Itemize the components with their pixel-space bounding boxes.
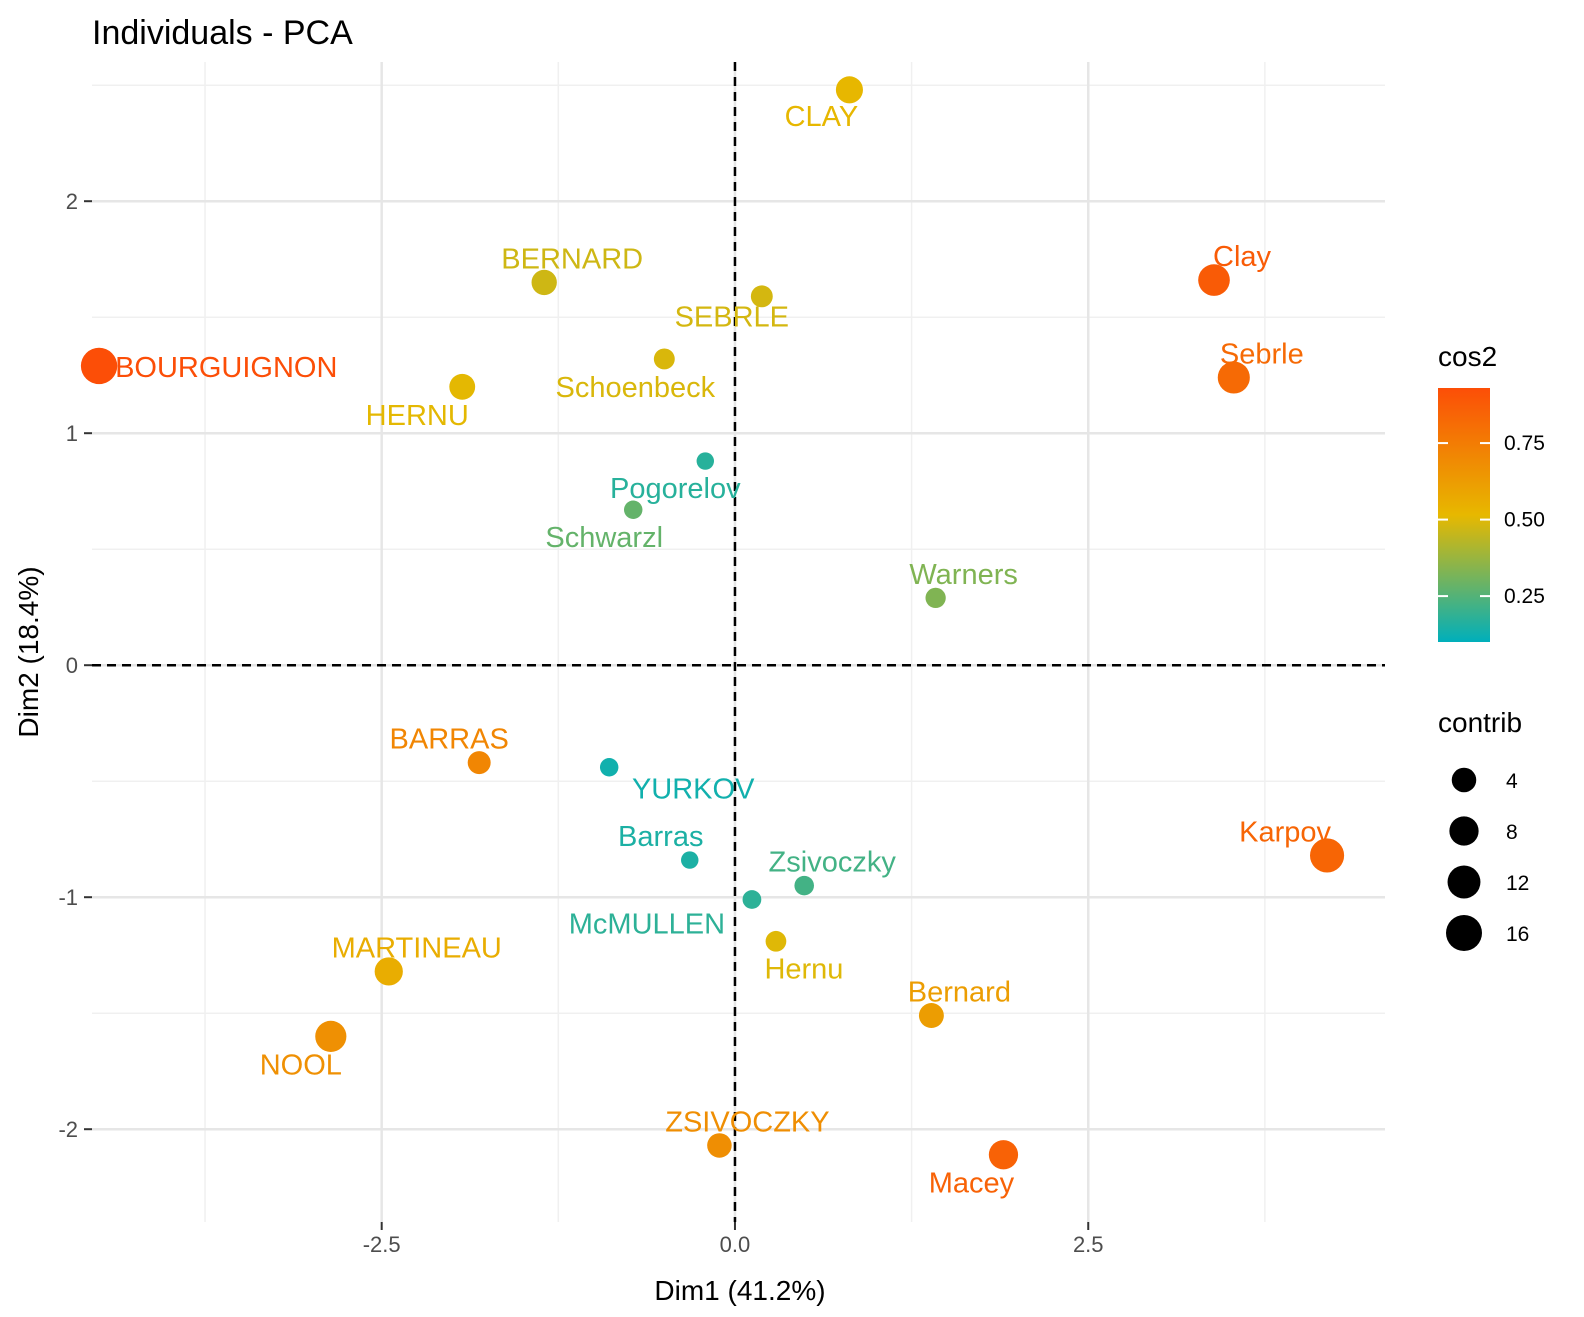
data-point: [988, 1140, 1019, 1170]
y-tick-label: 1: [66, 421, 78, 446]
data-point: [765, 930, 787, 952]
point-label: Warners: [909, 559, 1018, 591]
data-point: [925, 587, 946, 609]
point-label: Barras: [618, 821, 703, 853]
colorbar-ticks: 0.25 0.50 0.75: [1438, 432, 1545, 608]
point-label: McMULLEN: [569, 909, 725, 941]
point-label: Karpov: [1239, 816, 1331, 848]
point-label: Macey: [929, 1168, 1015, 1200]
y-axis-title: Dim2 (18.4%): [13, 566, 44, 737]
color-legend-title: cos2: [1438, 341, 1497, 372]
data-point: [315, 1020, 347, 1052]
x-axis-title: Dim1 (41.2%): [654, 1275, 825, 1306]
size-legend-label: 4: [1506, 770, 1518, 793]
size-legend-label: 16: [1506, 923, 1529, 946]
x-tick-label: 2.5: [1073, 1232, 1104, 1257]
size-legend: contrib 4 8 12 16: [1438, 707, 1529, 951]
point-label: Hernu: [764, 953, 843, 985]
data-point: [1198, 264, 1230, 296]
point-label: BERNARD: [501, 243, 643, 275]
data-point: [599, 758, 619, 777]
x-tick-label: -2.5: [363, 1232, 401, 1257]
data-point: [374, 957, 403, 986]
cos2-colorbar: [1438, 388, 1490, 642]
x-axis: -2.5 0.0 2.5: [363, 1222, 1104, 1257]
colorbar-tick-label: 0.25: [1504, 585, 1545, 608]
color-legend: cos2 0.25 0.50 0.75: [1438, 341, 1545, 642]
size-legend-dot: [1446, 915, 1482, 951]
data-point: [707, 1133, 732, 1158]
point-labels: SEBRLE CLAY BERNARD YURKOV ZSIVOCZKY McMULLEN…: [115, 101, 1331, 1200]
point-label: HERNU: [366, 400, 469, 432]
data-point: [623, 500, 643, 519]
major-gridlines: [92, 62, 1385, 1222]
data-point: [681, 851, 699, 869]
point-label: Pogorelov: [610, 473, 741, 505]
size-legend-dot: [1451, 767, 1477, 793]
data-point: [835, 76, 863, 104]
data-point: [794, 875, 814, 896]
point-label: MARTINEAU: [332, 932, 502, 964]
y-tick-label: 2: [66, 189, 78, 214]
colorbar-tick-label: 0.50: [1504, 509, 1545, 532]
size-legend-dot: [1449, 816, 1479, 846]
minor-gridlines: [92, 62, 1385, 1222]
data-point: [750, 285, 773, 308]
size-legend-title: contrib: [1438, 707, 1522, 738]
y-tick-label: -2: [58, 1117, 78, 1142]
colorbar-tick-label: 0.75: [1504, 432, 1545, 455]
point-label: BARRAS: [390, 724, 509, 756]
data-points: [80, 76, 1345, 1170]
size-legend-dot: [1447, 865, 1481, 899]
data-point: [1309, 838, 1345, 873]
y-tick-label: 0: [66, 653, 78, 678]
data-point: [1217, 361, 1250, 394]
reference-lines: [92, 62, 1385, 1222]
size-legend-label: 12: [1506, 872, 1529, 895]
point-label: Schwarzl: [545, 522, 663, 554]
data-point: [449, 373, 476, 400]
point-label: SEBRLE: [675, 301, 789, 333]
point-label: Schoenbeck: [555, 372, 715, 404]
point-label: BOURGUIGNON: [115, 352, 337, 384]
y-axis: -2 -1 0 1 2: [58, 189, 92, 1142]
data-point: [696, 452, 715, 470]
y-tick-label: -1: [58, 885, 78, 910]
size-legend-items: 4 8 12 16: [1446, 767, 1529, 951]
data-point: [742, 890, 762, 909]
point-label: Bernard: [908, 977, 1011, 1009]
data-point: [80, 347, 118, 385]
size-legend-label: 8: [1506, 821, 1518, 844]
point-label: NOOL: [260, 1049, 342, 1081]
data-point: [918, 1003, 944, 1028]
point-label: Sebrle: [1220, 339, 1304, 371]
data-point: [531, 269, 557, 296]
point-label: Clay: [1213, 241, 1272, 273]
point-label: YURKOV: [632, 773, 755, 805]
point-label: Zsivoczky: [769, 847, 897, 879]
chart-title: Individuals - PCA: [92, 14, 353, 52]
point-label: ZSIVOCZKY: [665, 1106, 829, 1138]
point-label: CLAY: [785, 101, 859, 133]
data-point: [653, 348, 675, 370]
data-point: [467, 751, 491, 775]
x-tick-label: 0.0: [720, 1232, 751, 1257]
